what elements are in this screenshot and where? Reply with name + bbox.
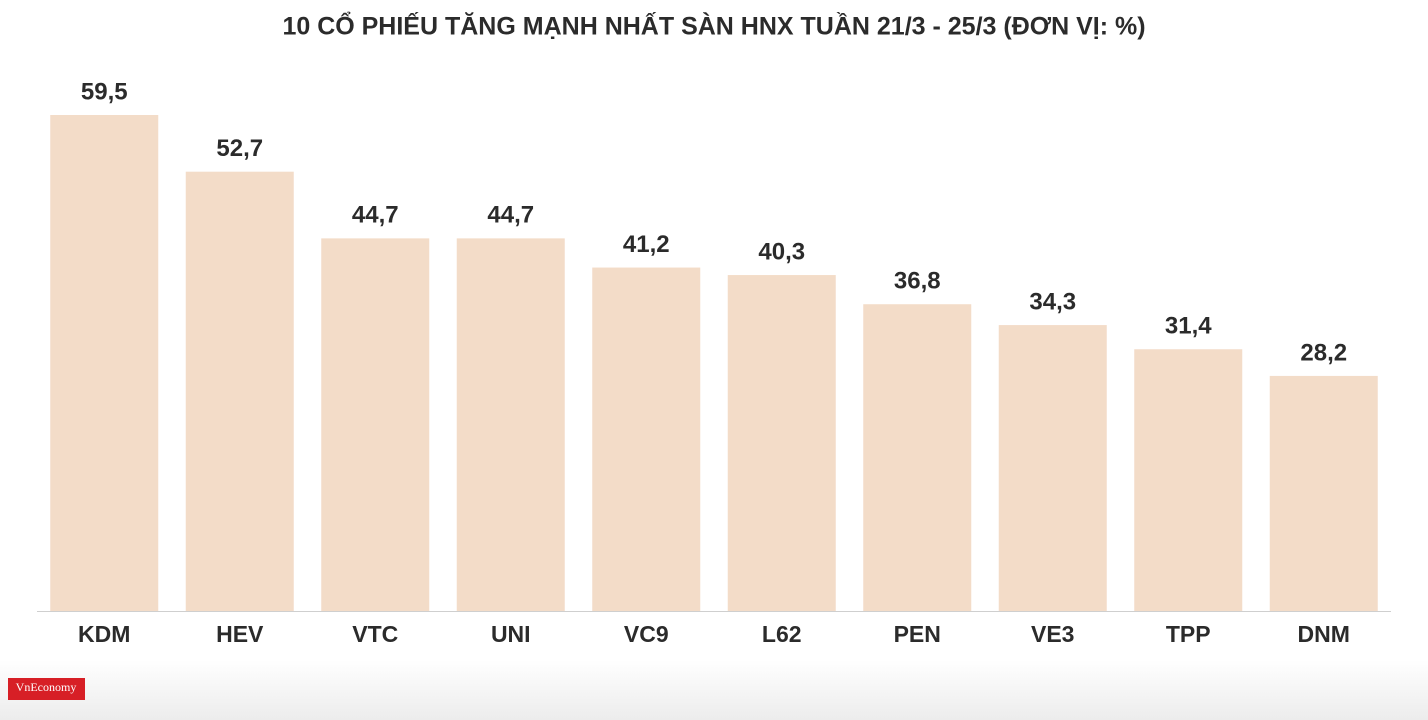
value-label: 41,2 xyxy=(623,231,670,258)
x-tick-label: VTC xyxy=(352,621,398,647)
value-label: 34,3 xyxy=(1029,288,1076,315)
logo-text: VnEconomy xyxy=(16,680,77,694)
x-tick-label: VE3 xyxy=(1031,621,1074,647)
bar xyxy=(321,238,430,611)
value-label: 44,7 xyxy=(487,202,534,229)
bar xyxy=(1269,375,1378,611)
value-label: 28,2 xyxy=(1300,339,1347,366)
bar xyxy=(863,304,972,611)
x-tick-label: HEV xyxy=(216,621,264,647)
x-tick-label: UNI xyxy=(491,621,531,647)
x-tick-label: DNM xyxy=(1298,621,1350,647)
bar xyxy=(998,325,1107,611)
bar xyxy=(1134,349,1243,611)
value-label: 59,5 xyxy=(81,78,128,105)
chart-title: 10 CỔ PHIẾU TĂNG MẠNH NHẤT SÀN HNX TUẦN … xyxy=(282,11,1145,41)
bar xyxy=(592,267,701,611)
bar xyxy=(185,171,294,611)
footer-shade xyxy=(0,660,1428,720)
value-label: 40,3 xyxy=(758,238,805,265)
x-tick-label: TPP xyxy=(1166,621,1211,647)
x-tick-label: VC9 xyxy=(624,621,669,647)
bar xyxy=(727,275,836,611)
value-label: 44,7 xyxy=(352,202,399,229)
x-tick-label: PEN xyxy=(894,621,941,647)
value-label: 52,7 xyxy=(216,135,263,162)
bar xyxy=(456,238,565,611)
x-tick-label: L62 xyxy=(762,621,802,647)
logo-box xyxy=(8,678,85,700)
value-label: 36,8 xyxy=(894,268,941,295)
x-tick-label: KDM xyxy=(78,621,130,647)
value-label: 31,4 xyxy=(1165,313,1212,340)
bar xyxy=(50,115,159,611)
